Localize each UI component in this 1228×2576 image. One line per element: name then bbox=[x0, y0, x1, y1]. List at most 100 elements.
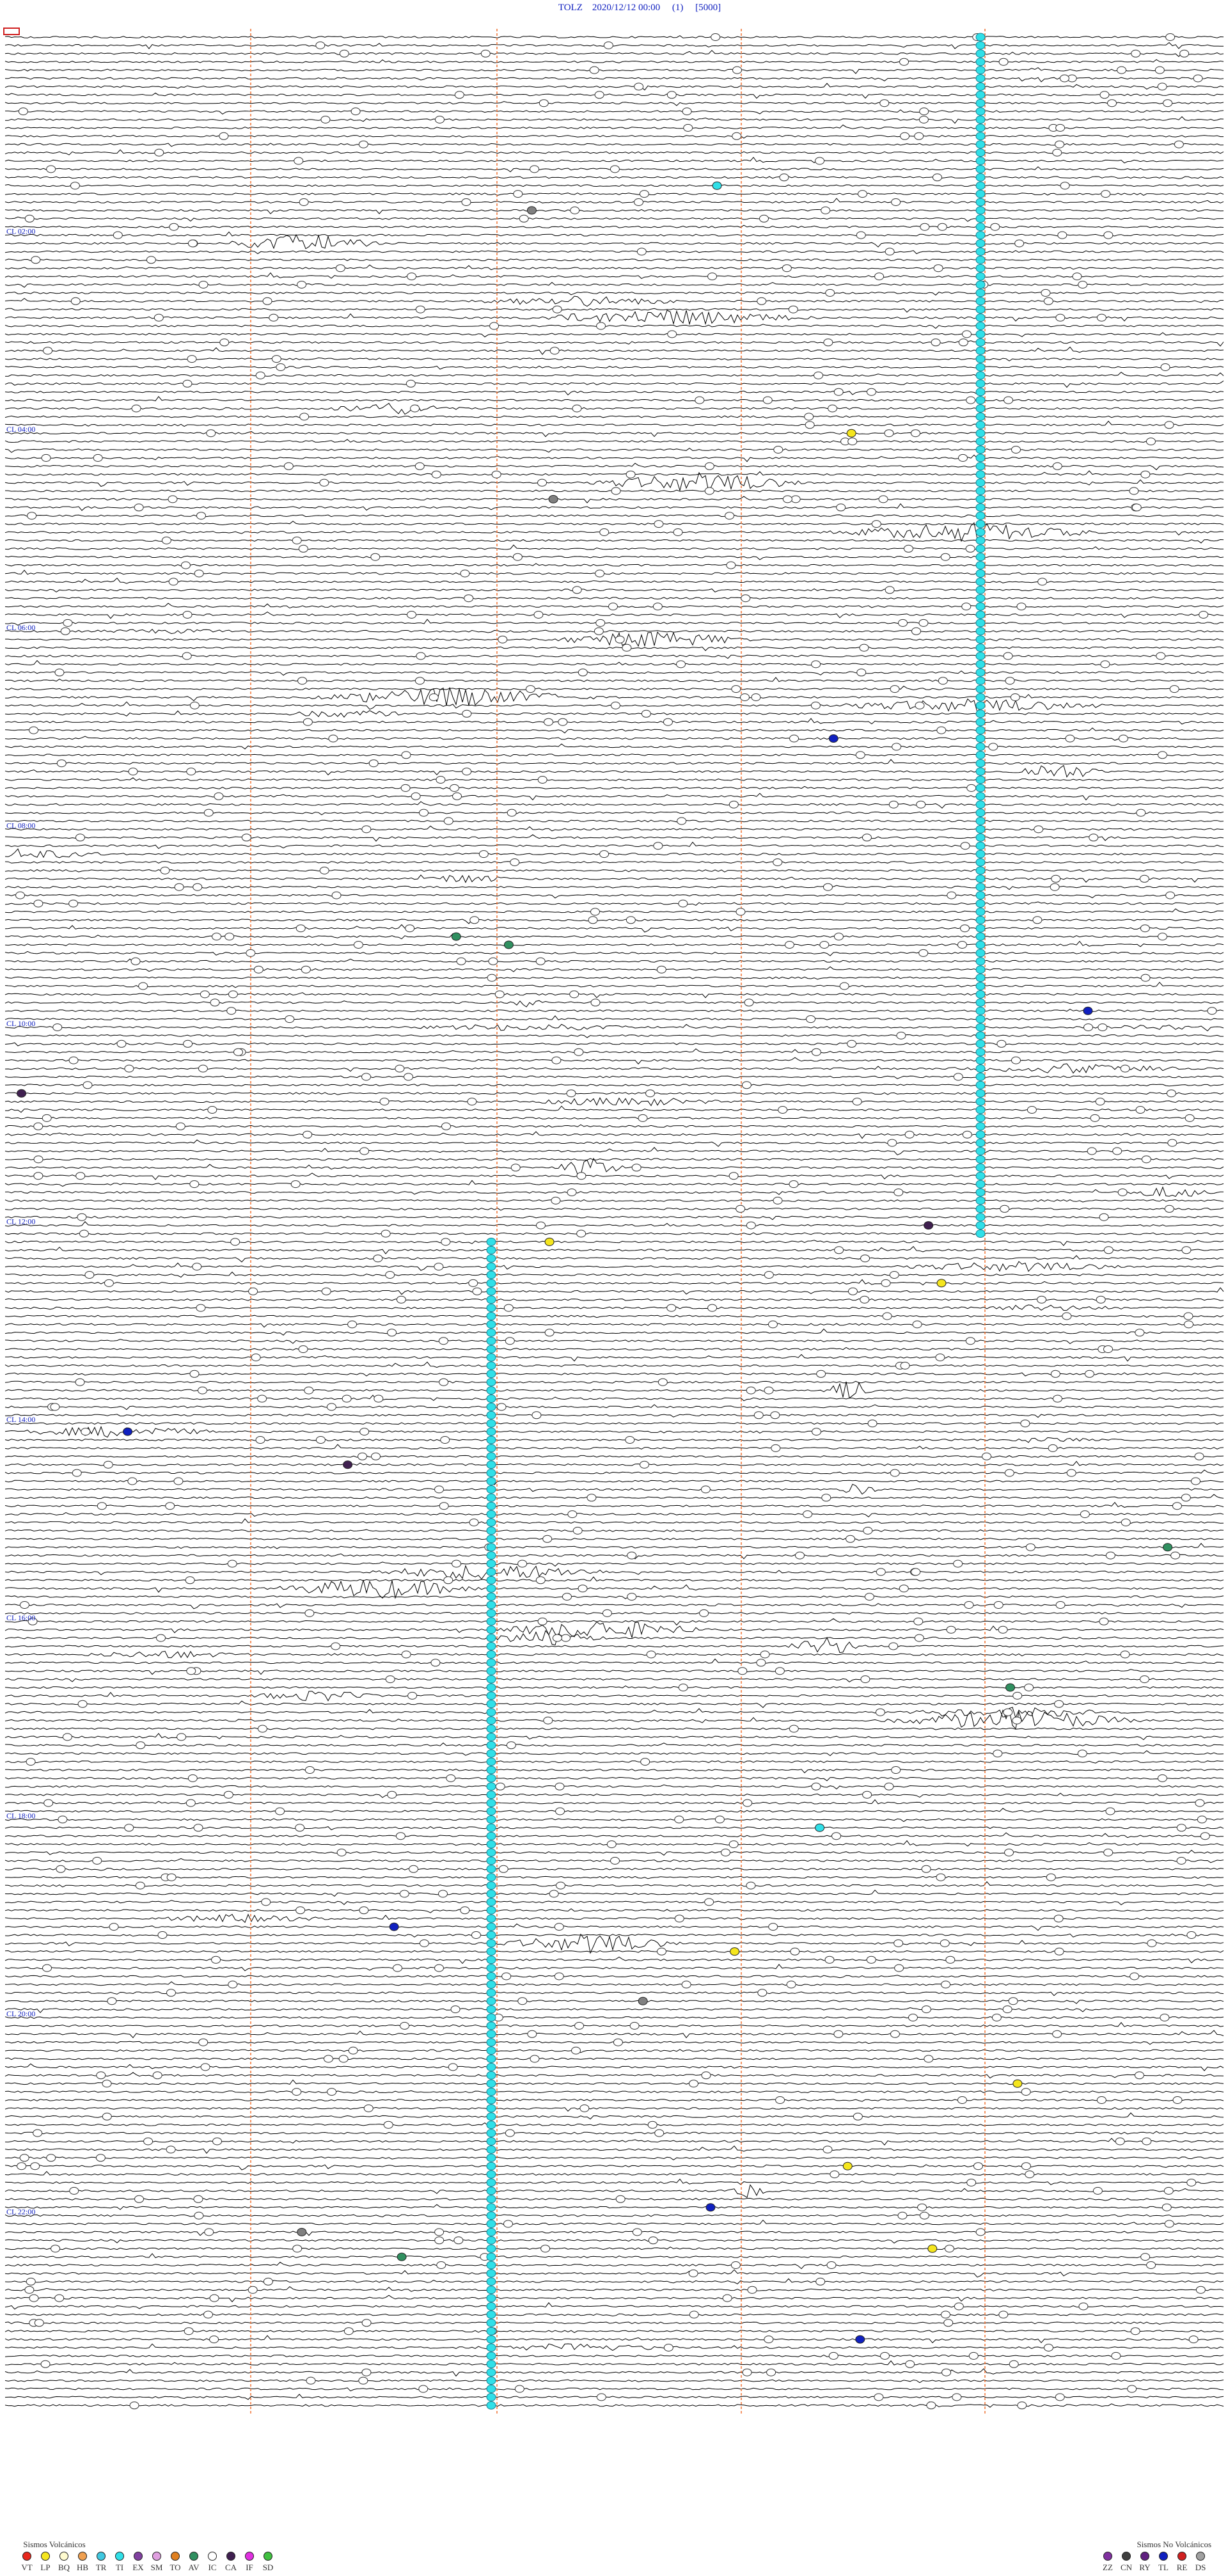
tremor-marker bbox=[975, 272, 986, 281]
event-marker bbox=[1062, 1312, 1072, 1320]
tremor-marker bbox=[975, 965, 986, 974]
tremor-marker bbox=[975, 164, 986, 173]
tremor-marker bbox=[486, 1625, 496, 1634]
trace bbox=[4, 35, 1224, 38]
trace bbox=[4, 310, 1224, 326]
tremor-marker bbox=[975, 726, 986, 735]
event-marker bbox=[740, 693, 750, 701]
event-marker bbox=[275, 1807, 285, 1815]
trace bbox=[4, 1611, 1224, 1615]
event-marker bbox=[803, 1510, 813, 1519]
trace bbox=[4, 1595, 1224, 1599]
event-marker bbox=[893, 1189, 904, 1196]
legend-code: SD bbox=[263, 2563, 274, 2572]
event-marker bbox=[767, 1320, 778, 1329]
event-marker bbox=[757, 1989, 767, 1997]
tremor-marker bbox=[975, 41, 986, 50]
tremor-marker bbox=[975, 742, 986, 751]
event-marker bbox=[454, 91, 464, 99]
legend-code: TL bbox=[1158, 2563, 1169, 2572]
event-marker bbox=[430, 1659, 441, 1667]
tremor-marker bbox=[486, 2170, 496, 2179]
event-marker bbox=[805, 421, 815, 429]
event-marker bbox=[471, 1931, 481, 1939]
trace bbox=[4, 1669, 1224, 1675]
event-marker bbox=[1078, 2302, 1089, 2311]
event-marker bbox=[1052, 2030, 1062, 2038]
event-marker bbox=[991, 2014, 1002, 2021]
trace bbox=[4, 1034, 1224, 1038]
tremor-marker bbox=[975, 371, 986, 380]
event-marker bbox=[128, 768, 138, 776]
trace bbox=[4, 514, 1224, 518]
trace bbox=[4, 1455, 1224, 1458]
tremor-marker bbox=[975, 214, 986, 223]
event-marker bbox=[712, 181, 722, 190]
tremor-marker bbox=[975, 74, 986, 83]
tremor-marker bbox=[486, 2310, 496, 2319]
event-marker bbox=[185, 1576, 195, 1584]
event-marker bbox=[834, 1246, 844, 1254]
tremor-marker bbox=[486, 1766, 496, 1774]
event-marker bbox=[1193, 74, 1203, 83]
event-marker bbox=[186, 768, 196, 776]
event-marker bbox=[109, 1923, 119, 1931]
event-marker bbox=[331, 891, 342, 899]
tremor-marker bbox=[975, 511, 986, 520]
event-marker bbox=[1083, 1006, 1093, 1015]
tremor-marker bbox=[486, 1501, 496, 1510]
event-marker bbox=[1105, 1807, 1115, 1815]
event-marker bbox=[656, 1947, 666, 1956]
event-marker bbox=[358, 140, 368, 148]
trace bbox=[4, 861, 1224, 864]
event-marker bbox=[251, 1354, 261, 1361]
event-marker bbox=[622, 644, 632, 652]
trace bbox=[4, 848, 1224, 858]
event-marker bbox=[491, 470, 501, 478]
event-marker bbox=[940, 2311, 950, 2319]
event-marker bbox=[472, 1287, 482, 1295]
tremor-marker bbox=[486, 2401, 496, 2410]
event-marker bbox=[1163, 99, 1173, 107]
event-marker bbox=[1139, 874, 1149, 883]
tremor-marker bbox=[975, 940, 986, 949]
event-marker bbox=[361, 2368, 372, 2376]
event-marker bbox=[615, 635, 625, 644]
trace bbox=[4, 1255, 1224, 1263]
event-marker bbox=[24, 2286, 35, 2294]
event-marker bbox=[1194, 1452, 1204, 1460]
trace bbox=[4, 569, 1224, 575]
event-marker bbox=[1037, 1295, 1047, 1304]
event-marker bbox=[1016, 603, 1027, 611]
event-marker bbox=[328, 734, 338, 743]
event-marker bbox=[746, 1881, 756, 1890]
trace bbox=[4, 1603, 1224, 1609]
event-markers bbox=[15, 33, 1217, 2410]
event-marker bbox=[15, 891, 26, 899]
trace bbox=[4, 2170, 1224, 2176]
legend-code: LP bbox=[40, 2563, 50, 2572]
tremor-marker bbox=[975, 569, 986, 578]
event-marker bbox=[169, 223, 179, 231]
tremor-marker bbox=[486, 1419, 496, 1428]
tremor-marker bbox=[486, 1526, 496, 1535]
event-marker bbox=[1131, 503, 1142, 512]
tremor-marker bbox=[486, 1336, 496, 1345]
trace bbox=[4, 1009, 1224, 1013]
trace bbox=[4, 1776, 1224, 1782]
trace bbox=[5, 1876, 1224, 1879]
tremor-marker bbox=[975, 90, 986, 99]
event-marker bbox=[285, 1015, 295, 1023]
event-marker bbox=[688, 2269, 698, 2277]
event-marker bbox=[867, 1419, 878, 1428]
trace bbox=[4, 786, 1224, 789]
legend-swatch bbox=[226, 2552, 235, 2561]
event-marker bbox=[924, 1221, 934, 1230]
event-marker bbox=[775, 1667, 785, 1675]
event-marker bbox=[134, 2195, 145, 2203]
event-marker bbox=[1199, 611, 1209, 619]
event-marker bbox=[1140, 924, 1150, 933]
trace bbox=[4, 1437, 1224, 1443]
event-marker bbox=[847, 438, 858, 446]
event-marker bbox=[1139, 1675, 1149, 1684]
